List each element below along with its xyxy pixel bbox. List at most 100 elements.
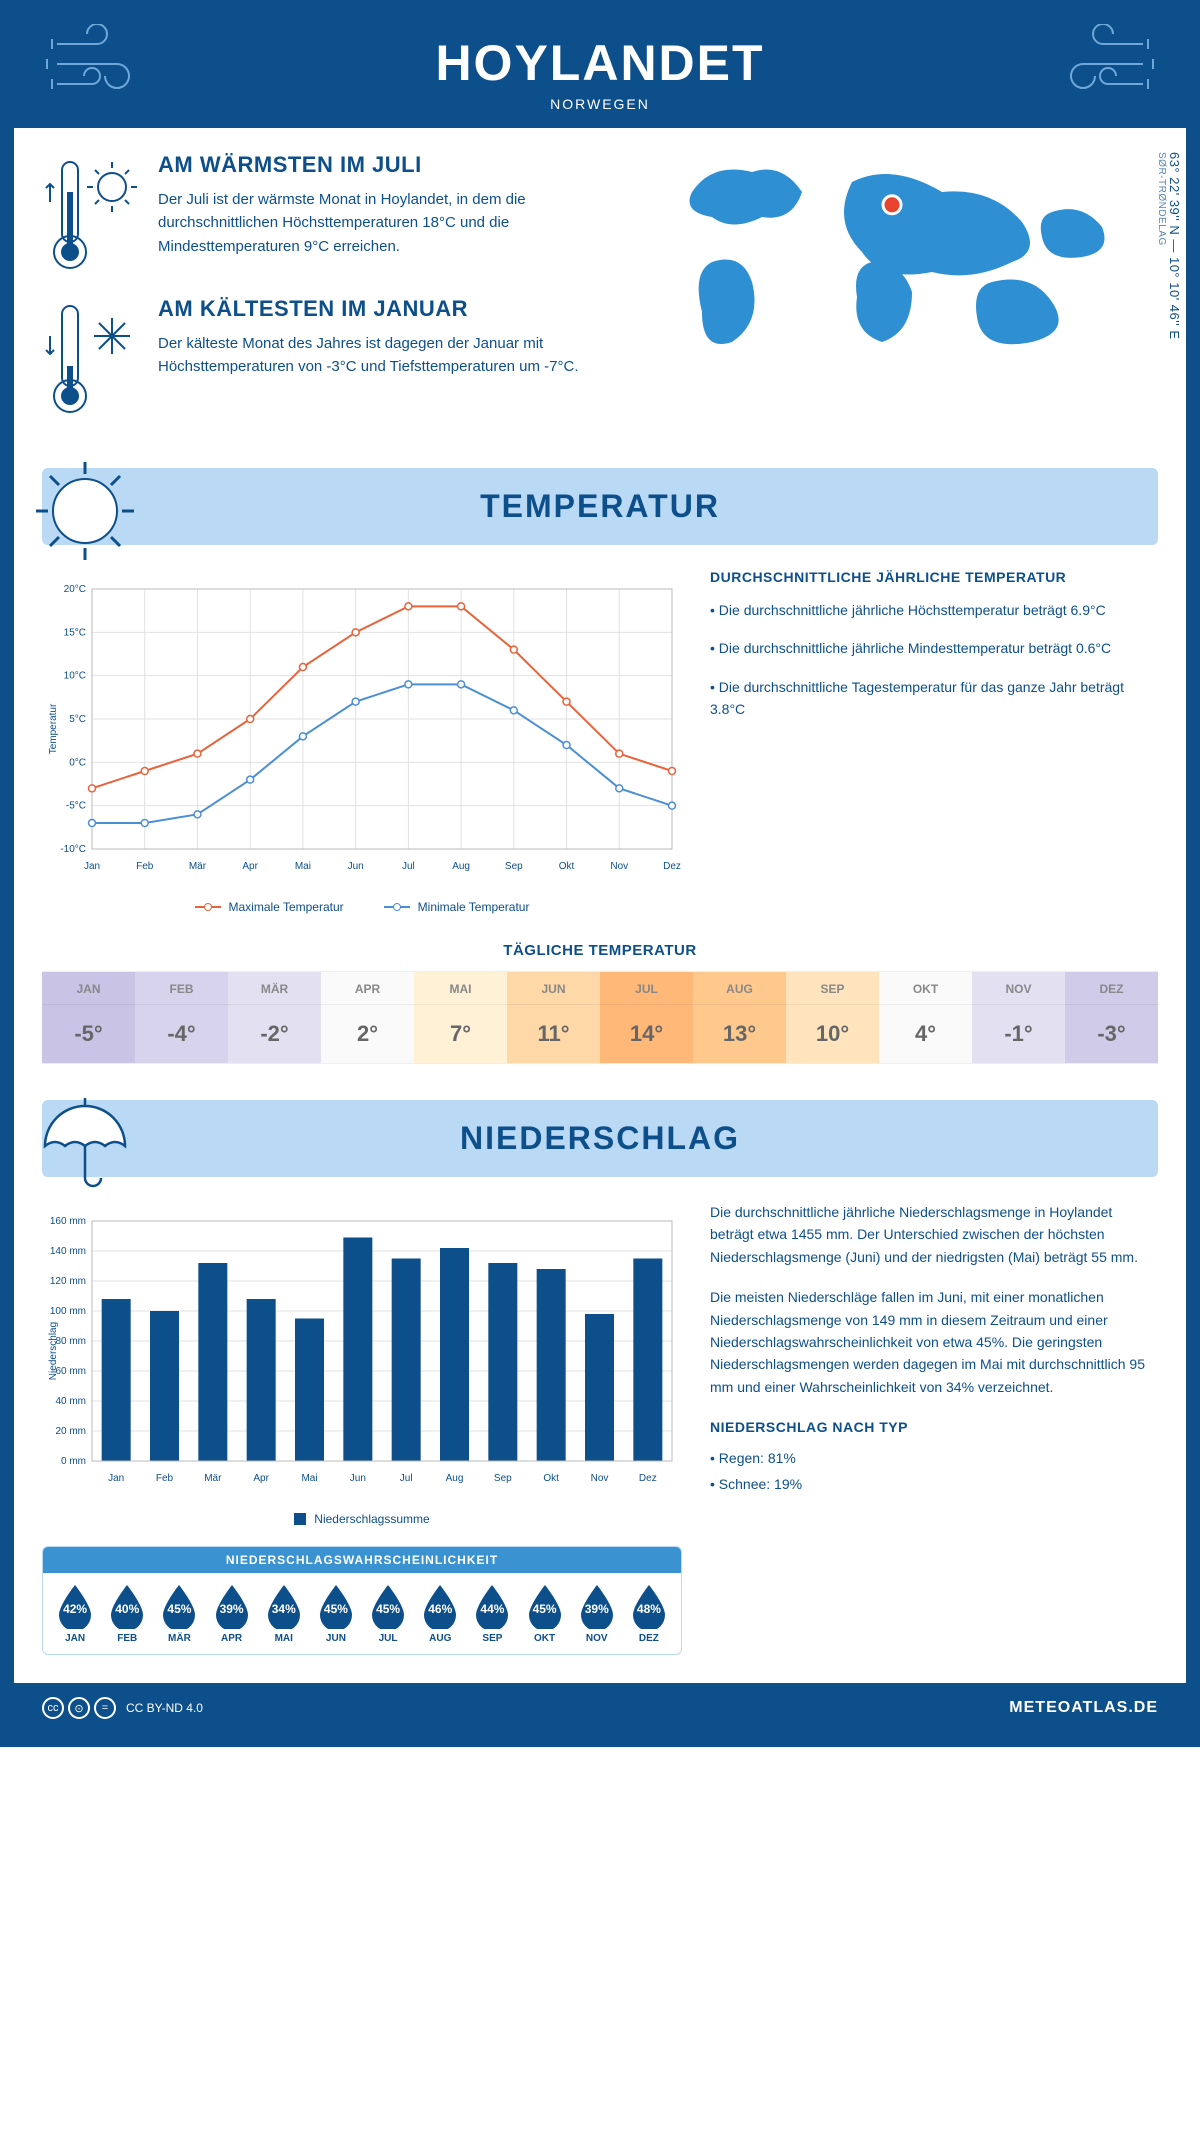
svg-text:20°C: 20°C <box>64 584 86 595</box>
precip-type: • Schnee: 19% <box>710 1473 1158 1495</box>
footer: cc⊙= CC BY-ND 4.0 METEOATLAS.DE <box>14 1683 1186 1733</box>
daily-cell: DEZ-3° <box>1065 972 1158 1063</box>
precip-banner: NIEDERSCHLAG <box>42 1100 1158 1177</box>
probability-cell: 42%JAN <box>49 1583 101 1644</box>
probability-cell: 40%FEB <box>101 1583 153 1644</box>
fact-warm: AM WÄRMSTEN IM JULI Der Juli ist der wär… <box>42 152 622 272</box>
temperature-info: DURCHSCHNITTLICHE JÄHRLICHE TEMPERATUR •… <box>710 569 1158 914</box>
svg-text:Jun: Jun <box>350 1473 366 1484</box>
svg-text:Okt: Okt <box>559 861 575 872</box>
svg-text:Jul: Jul <box>400 1473 413 1484</box>
svg-text:Jun: Jun <box>348 861 364 872</box>
probability-cell: 45%MÄR <box>153 1583 205 1644</box>
precip-type: • Regen: 81% <box>710 1447 1158 1469</box>
probability-title: NIEDERSCHLAGSWAHRSCHEINLICHKEIT <box>43 1547 681 1573</box>
svg-text:Apr: Apr <box>242 861 258 872</box>
svg-text:15°C: 15°C <box>64 627 86 638</box>
probability-cell: 48%DEZ <box>623 1583 675 1644</box>
svg-text:10°C: 10°C <box>64 671 86 682</box>
header: HOYLANDET NORWEGEN <box>14 14 1186 128</box>
daily-cell: APR2° <box>321 972 414 1063</box>
svg-text:Jan: Jan <box>108 1473 124 1484</box>
fact-warm-text: Der Juli ist der wärmste Monat in Hoylan… <box>158 188 622 258</box>
svg-text:Aug: Aug <box>446 1473 464 1484</box>
svg-text:Temperatur: Temperatur <box>48 703 59 754</box>
probability-cell: 34%MAI <box>258 1583 310 1644</box>
svg-text:Dez: Dez <box>639 1473 657 1484</box>
temperature-chart: -10°C -5°C 0°C 5°C 10°C 15°C 20°C Jan Feb Mär Apr M… <box>42 569 682 914</box>
daily-cell: SEP10° <box>786 972 879 1063</box>
temp-bullet: • Die durchschnittliche jährliche Mindes… <box>710 637 1158 659</box>
svg-text:Dez: Dez <box>663 861 681 872</box>
cc-icons: cc⊙= <box>42 1697 116 1719</box>
svg-text:Nov: Nov <box>610 861 628 872</box>
precip-text: Die durchschnittliche jährliche Niedersc… <box>710 1201 1158 1268</box>
svg-text:120 mm: 120 mm <box>50 1276 86 1287</box>
svg-text:Sep: Sep <box>505 861 523 872</box>
svg-text:140 mm: 140 mm <box>50 1246 86 1257</box>
daily-cell: OKT4° <box>879 972 972 1063</box>
svg-text:Apr: Apr <box>253 1473 269 1484</box>
brand: METEOATLAS.DE <box>1009 1699 1158 1717</box>
svg-text:Aug: Aug <box>452 861 470 872</box>
precipitation-info: Die durchschnittliche jährliche Niedersc… <box>710 1201 1158 1655</box>
facts-column: AM WÄRMSTEN IM JULI Der Juli ist der wär… <box>42 152 622 440</box>
svg-text:-5°C: -5°C <box>66 801 86 812</box>
svg-text:Jan: Jan <box>84 861 100 872</box>
probability-cell: 45%JUL <box>362 1583 414 1644</box>
precip-type-title: NIEDERSCHLAG NACH TYP <box>710 1416 1158 1438</box>
svg-text:Niederschlag: Niederschlag <box>48 1322 59 1380</box>
daily-cell: MÄR-2° <box>228 972 321 1063</box>
daily-cell: JUL14° <box>600 972 693 1063</box>
svg-text:-10°C: -10°C <box>60 844 86 855</box>
svg-text:80 mm: 80 mm <box>55 1336 86 1347</box>
svg-text:Feb: Feb <box>136 861 154 872</box>
temp-info-title: DURCHSCHNITTLICHE JÄHRLICHE TEMPERATUR <box>710 569 1158 585</box>
probability-box: NIEDERSCHLAGSWAHRSCHEINLICHKEIT 42%JAN40… <box>42 1546 682 1655</box>
svg-text:Jul: Jul <box>402 861 415 872</box>
probability-cell: 39%APR <box>206 1583 258 1644</box>
daily-temperature-grid: JAN-5°FEB-4°MÄR-2°APR2°MAI7°JUN11°JUL14°… <box>42 971 1158 1064</box>
svg-text:Okt: Okt <box>543 1473 559 1484</box>
chart-legend: Niederschlagssumme <box>42 1512 682 1526</box>
svg-text:0 mm: 0 mm <box>61 1456 86 1467</box>
probability-cell: 44%SEP <box>466 1583 518 1644</box>
wind-icon <box>1048 24 1158 104</box>
thermometer-sun-icon <box>42 152 142 272</box>
svg-text:100 mm: 100 mm <box>50 1306 86 1317</box>
fact-warm-title: AM WÄRMSTEN IM JULI <box>158 152 622 178</box>
probability-cell: 39%NOV <box>571 1583 623 1644</box>
section-title: TEMPERATUR <box>42 488 1158 525</box>
chart-legend: Maximale Temperatur Minimale Temperatur <box>42 900 682 914</box>
fact-cold-title: AM KÄLTESTEN IM JANUAR <box>158 296 622 322</box>
temperature-banner: TEMPERATUR <box>42 468 1158 545</box>
svg-text:0°C: 0°C <box>69 757 86 768</box>
fact-cold-text: Der kälteste Monat des Jahres ist dagege… <box>158 332 622 379</box>
svg-text:40 mm: 40 mm <box>55 1396 86 1407</box>
precipitation-chart: 0 mm 20 mm 40 mm 60 mm 80 mm 100 mm 120 mm 140 … <box>42 1201 682 1526</box>
svg-text:160 mm: 160 mm <box>50 1216 86 1227</box>
svg-text:60 mm: 60 mm <box>55 1366 86 1377</box>
daily-cell: FEB-4° <box>135 972 228 1063</box>
page-title: HOYLANDET <box>42 34 1158 92</box>
temp-bullet: • Die durchschnittliche jährliche Höchst… <box>710 599 1158 621</box>
world-map: 63° 22' 39'' N — 10° 10' 46'' E SØR-TRØN… <box>646 152 1158 440</box>
fact-cold: AM KÄLTESTEN IM JANUAR Der kälteste Mona… <box>42 296 622 416</box>
probability-cell: 46%AUG <box>414 1583 466 1644</box>
probability-cell: 45%JUN <box>310 1583 362 1644</box>
probability-cell: 45%OKT <box>519 1583 571 1644</box>
page-subtitle: NORWEGEN <box>42 96 1158 112</box>
umbrella-icon <box>30 1088 140 1198</box>
daily-title: TÄGLICHE TEMPERATUR <box>42 942 1158 959</box>
temp-bullet: • Die durchschnittliche Tagestemperatur … <box>710 676 1158 721</box>
daily-cell: JUN11° <box>507 972 600 1063</box>
daily-cell: AUG13° <box>693 972 786 1063</box>
daily-cell: NOV-1° <box>972 972 1065 1063</box>
svg-text:5°C: 5°C <box>69 714 86 725</box>
section-title: NIEDERSCHLAG <box>42 1120 1158 1157</box>
wind-icon <box>42 24 152 104</box>
svg-text:Nov: Nov <box>591 1473 609 1484</box>
svg-text:20 mm: 20 mm <box>55 1426 86 1437</box>
svg-text:Mär: Mär <box>189 861 207 872</box>
daily-cell: MAI7° <box>414 972 507 1063</box>
